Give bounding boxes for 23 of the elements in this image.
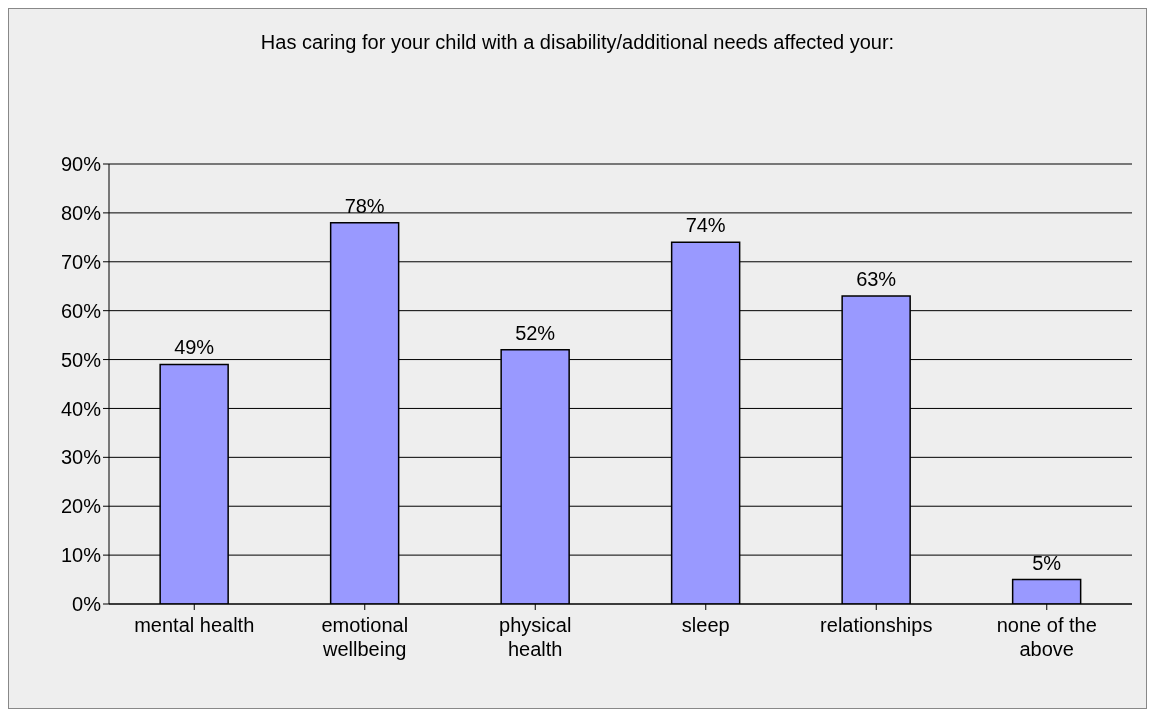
x-tick-label: emotional wellbeing [321, 614, 409, 660]
x-tick-label: relationships [820, 614, 933, 636]
y-tick-label: 10% [60, 544, 102, 567]
data-label: 5% [1032, 551, 1062, 574]
y-tick-label: 30% [60, 446, 102, 469]
data-label: 78% [344, 194, 385, 217]
x-tick-label: sleep [681, 614, 730, 636]
x-tick-label: mental health [134, 614, 255, 636]
data-label: 74% [685, 214, 726, 237]
data-label: 52% [515, 321, 556, 344]
y-tick-label: 90% [60, 153, 102, 176]
y-tick-label: 40% [60, 397, 102, 420]
x-tick-label: none of the above [996, 614, 1097, 660]
y-tick-label: 20% [60, 495, 102, 518]
data-label: 63% [856, 268, 897, 290]
y-tick-label: 80% [60, 201, 102, 224]
y-tick-label: 50% [60, 348, 102, 371]
y-tick-label: 0% [72, 593, 102, 616]
y-tick-label: 60% [60, 299, 102, 322]
chart-title: Has caring for your child with a disability/additional needs affected your: [259, 31, 896, 54]
y-tick-label: 70% [60, 250, 102, 273]
data-label: 49% [174, 336, 215, 359]
x-tick-label: physical health [499, 614, 572, 660]
